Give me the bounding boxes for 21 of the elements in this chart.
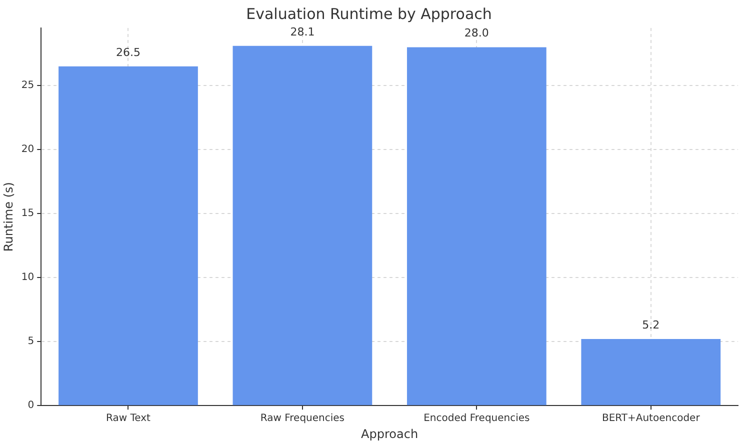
- x-tick-label: Raw Frequencies: [260, 413, 345, 424]
- y-tick-label: 25: [21, 80, 34, 92]
- y-tick-label: 0: [28, 400, 34, 412]
- bar: [58, 66, 198, 406]
- y-tick-label: 15: [21, 208, 34, 220]
- y-tick-label: 10: [21, 272, 34, 284]
- data-label: 5.2: [642, 318, 660, 332]
- x-tick-label: Encoded Frequencies: [424, 413, 530, 424]
- y-axis-title: Runtime (s): [1, 182, 16, 252]
- data-label: 26.5: [116, 46, 140, 59]
- data-label: 28.1: [290, 25, 315, 38]
- bar: [406, 47, 546, 406]
- data-label: 28.0: [464, 26, 489, 40]
- y-tick-label: 5: [28, 336, 34, 348]
- y-tick-label: 20: [21, 144, 34, 156]
- x-axis-title: Approach: [361, 426, 418, 441]
- x-tick-label: Raw Text: [106, 413, 151, 424]
- chart-title: Evaluation Runtime by Approach: [246, 4, 492, 23]
- bar: [581, 339, 721, 406]
- x-tick-label: BERT+Autoencoder: [602, 413, 701, 424]
- bar: [232, 46, 372, 406]
